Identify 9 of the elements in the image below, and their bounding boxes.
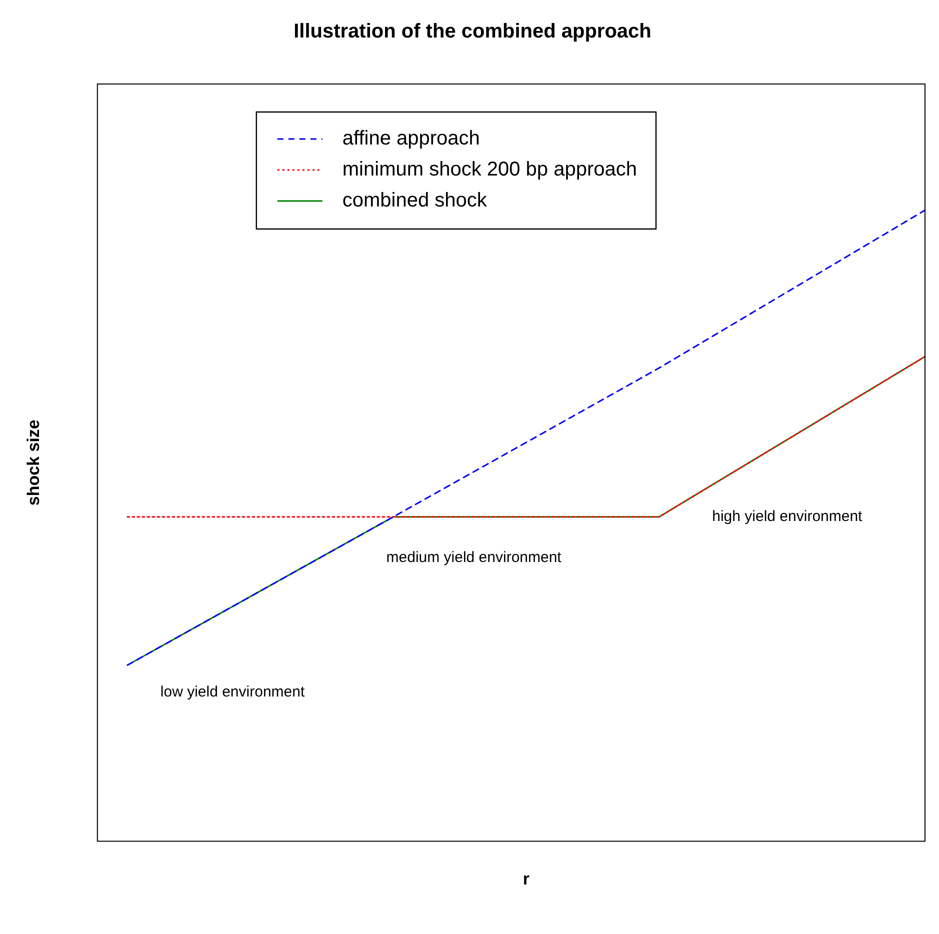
legend-label: combined shock — [342, 190, 488, 212]
annotation: high yield environment — [712, 508, 864, 526]
legend-label: minimum shock 200 bp approach — [342, 158, 638, 181]
chart-title: Illustration of the combined approach — [294, 20, 652, 43]
y-axis-title: shock size — [24, 420, 43, 506]
legend-label: affine approach — [342, 128, 480, 150]
x-axis-title: r — [522, 869, 530, 888]
annotation: low yield environment — [160, 683, 306, 700]
annotation: medium yield environment — [386, 549, 562, 566]
